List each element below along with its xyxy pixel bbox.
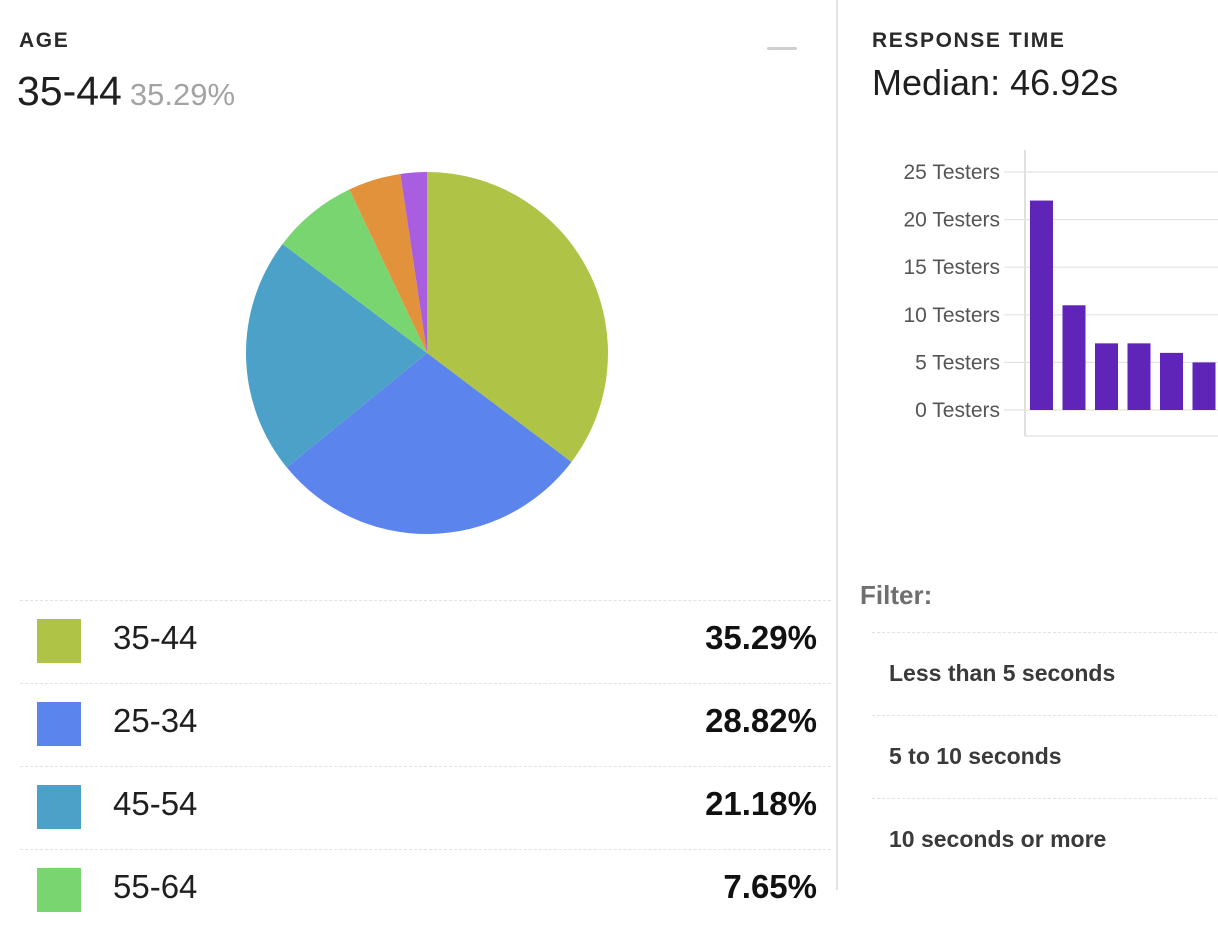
response-time-bar-chart[interactable]: 0 Testers 5 Testers 10 Testers 15 Testers 20… <box>838 140 1218 450</box>
age-legend: 35-44 35.29% 25-34 28.82% 45-54 21.18% 5… <box>20 600 831 932</box>
selected-age-range: 35-44 <box>17 68 122 114</box>
y-tick-label: 0 Testers <box>915 399 1000 422</box>
minimize-icon[interactable] <box>767 47 797 50</box>
pie-slice-55-64[interactable] <box>282 189 427 353</box>
y-tick-label: 15 Testers <box>904 256 1001 279</box>
legend-swatch <box>37 619 81 663</box>
legend-row-25-34[interactable]: 25-34 28.82% <box>20 683 831 766</box>
filter-less-than-5-seconds[interactable]: Less than 5 seconds <box>872 632 1218 715</box>
legend-label: 25-34 <box>113 702 198 739</box>
legend-swatch <box>37 868 81 912</box>
pie-slice-35-44[interactable] <box>427 172 608 463</box>
panel-divider <box>836 0 838 890</box>
legend-swatch <box>37 785 81 829</box>
legend-swatch <box>37 702 81 746</box>
bar-1[interactable] <box>1030 200 1053 410</box>
response-time-panel: RESPONSE TIME Median: 46.92s 0 Testers 5 … <box>838 0 1218 890</box>
legend-row-45-54[interactable]: 45-54 21.18% <box>20 766 831 849</box>
bar-6[interactable] <box>1192 362 1216 410</box>
filter-5-to-10-seconds[interactable]: 5 to 10 seconds <box>872 715 1218 798</box>
filter-10-seconds-or-more[interactable]: 10 seconds or more <box>872 798 1218 881</box>
pie-slice-other-2[interactable] <box>400 172 427 353</box>
age-headline: 35-44 35.29% <box>17 68 235 115</box>
bar-4[interactable] <box>1127 343 1151 410</box>
filter-title: Filter: <box>860 580 933 610</box>
pie-slice-other-1[interactable] <box>349 173 427 353</box>
legend-label: 55-64 <box>113 868 198 905</box>
legend-label: 45-54 <box>113 785 198 822</box>
response-time-section-label: RESPONSE TIME <box>872 29 1066 52</box>
age-panel: AGE 35-44 35.29% 35-44 35.29% 25-34 28.82… <box>17 29 831 912</box>
bar-2[interactable] <box>1062 305 1086 410</box>
legend-row-55-64[interactable]: 55-64 7.65% <box>20 849 831 932</box>
age-section-label: AGE <box>19 29 70 52</box>
age-pie-chart[interactable] <box>245 171 609 535</box>
filter-option-label: Less than 5 seconds <box>889 660 1116 686</box>
pie-slice-45-54[interactable] <box>246 243 427 468</box>
y-tick-label: 10 Testers <box>904 304 1001 327</box>
y-tick-label: 20 Testers <box>904 209 1001 232</box>
legend-percent: 7.65% <box>723 868 817 905</box>
legend-row-35-44[interactable]: 35-44 35.29% <box>20 600 831 683</box>
bar-5[interactable] <box>1160 352 1183 410</box>
pie-slice-25-34[interactable] <box>286 353 572 534</box>
median-response-time: Median: 46.92s <box>872 62 1119 103</box>
legend-percent: 35.29% <box>705 619 817 656</box>
bar-3[interactable] <box>1095 343 1118 410</box>
legend-label: 35-44 <box>113 619 198 656</box>
filter-option-label: 5 to 10 seconds <box>889 743 1062 769</box>
filter-option-label: 10 seconds or more <box>889 826 1107 852</box>
y-tick-label: 5 Testers <box>915 351 1000 374</box>
legend-percent: 21.18% <box>705 785 817 822</box>
legend-percent: 28.82% <box>705 702 817 739</box>
selected-age-percent: 35.29% <box>129 77 236 112</box>
filter-list: Less than 5 seconds 5 to 10 seconds 10 s… <box>872 632 1218 881</box>
y-tick-label: 25 Testers <box>904 161 1001 184</box>
